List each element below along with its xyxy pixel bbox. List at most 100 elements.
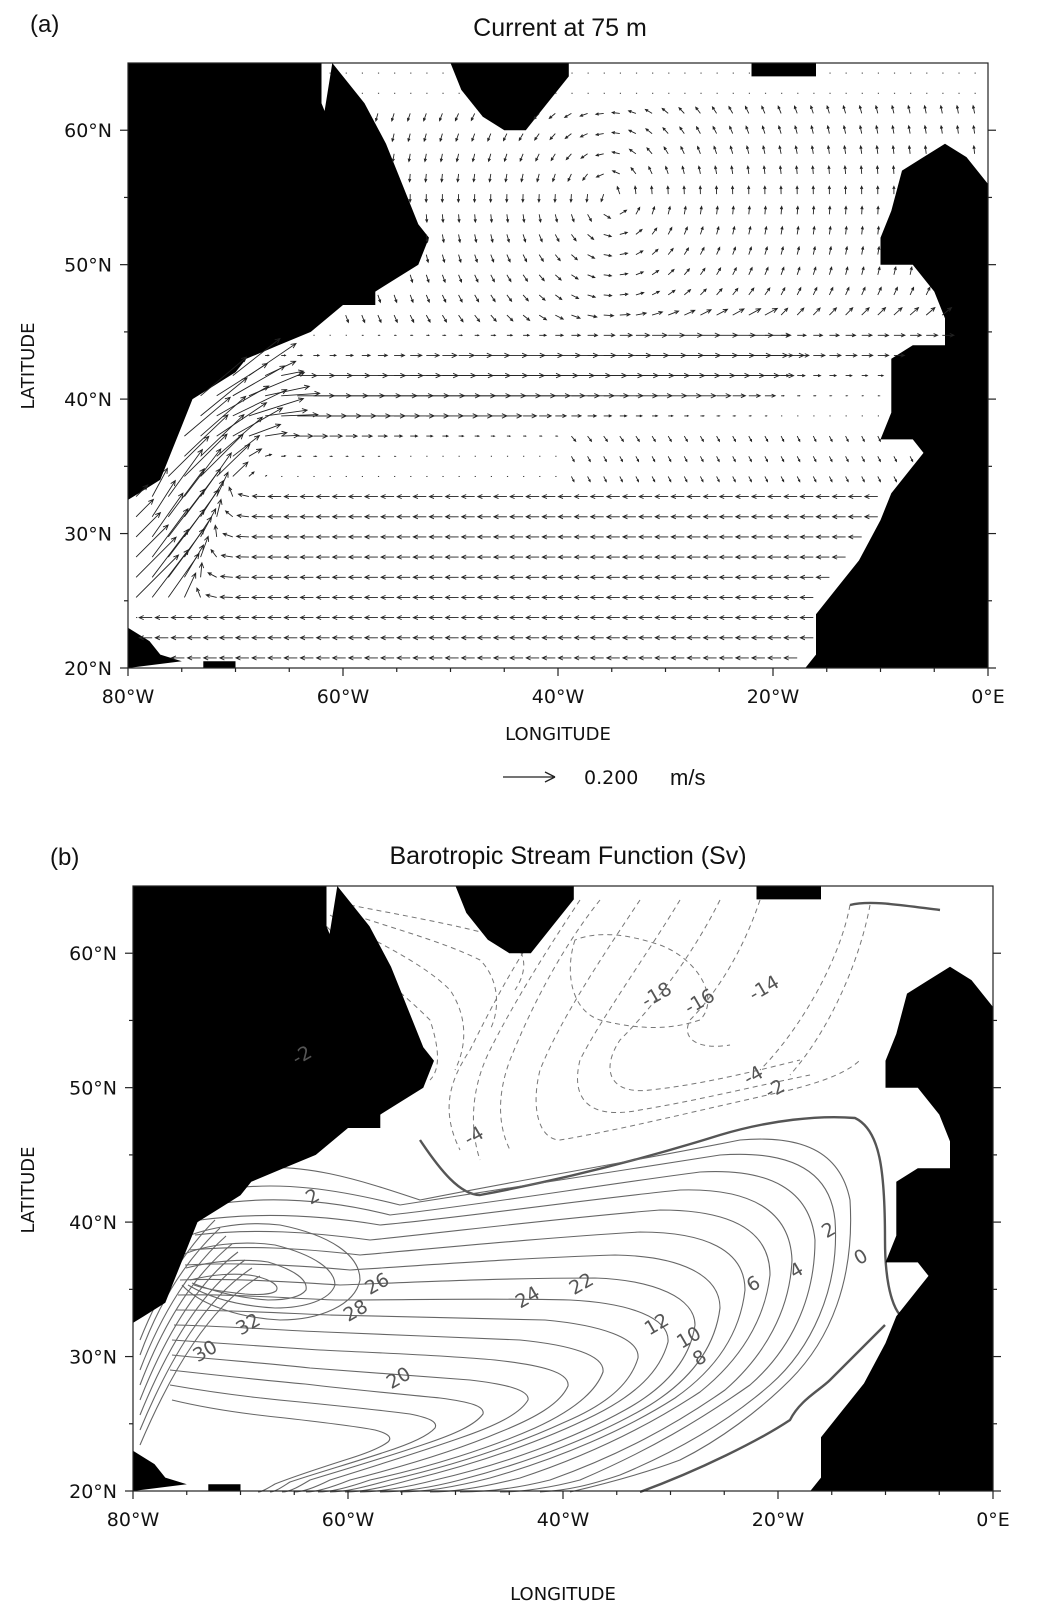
- current-vector: [662, 126, 669, 134]
- current-vector: [442, 434, 450, 438]
- current-vector: [587, 414, 598, 418]
- current-vector: [764, 476, 768, 483]
- current-vector: [796, 435, 801, 443]
- current-vector: [377, 314, 382, 324]
- current-vector: [732, 476, 736, 483]
- current-vector: [460, 594, 475, 600]
- current-vector: [764, 266, 769, 275]
- current-vector: [907, 104, 911, 114]
- contour-label: -4: [460, 1122, 487, 1151]
- current-vector: [390, 113, 395, 122]
- current-vector: [645, 128, 653, 134]
- current-vector: [472, 194, 477, 204]
- current-vector: [700, 414, 705, 417]
- current-vector: [380, 534, 395, 540]
- current-vector: [522, 254, 528, 263]
- current-vector: [603, 414, 613, 418]
- contour-line: [179, 1277, 696, 1493]
- contour-line: [139, 1243, 233, 1386]
- current-vector: [893, 266, 897, 275]
- current-vector: [410, 334, 414, 337]
- current-vector: [750, 615, 765, 621]
- current-vector: [783, 635, 798, 641]
- current-vector: [826, 144, 831, 154]
- current-vector: [783, 574, 798, 580]
- current-vector: [458, 254, 462, 264]
- y-tick-label: 40°N: [69, 1212, 117, 1234]
- current-vector: [523, 435, 527, 437]
- current-vector: [525, 514, 540, 520]
- current-vector: [815, 554, 830, 560]
- panel-a-current-vectors: [135, 72, 976, 661]
- current-vector: [603, 253, 613, 258]
- current-vector: [892, 185, 896, 195]
- current-vector: [557, 514, 572, 520]
- current-vector: [428, 655, 443, 661]
- current-vector: [796, 286, 802, 296]
- current-vector: [729, 125, 734, 134]
- current-vector: [474, 334, 480, 337]
- current-vector: [702, 655, 717, 661]
- current-vector: [891, 124, 895, 134]
- current-vector: [522, 274, 529, 282]
- current-vector: [638, 635, 653, 641]
- current-vector: [492, 615, 507, 621]
- current-vector: [680, 145, 685, 154]
- subtropical-gyre-contours: [139, 1138, 852, 1493]
- current-vector: [909, 266, 913, 275]
- current-vector: [460, 574, 475, 580]
- current-vector: [492, 554, 507, 560]
- current-vector: [428, 574, 443, 580]
- current-vector: [248, 371, 306, 397]
- current-vector: [425, 234, 429, 244]
- current-vector: [827, 185, 832, 195]
- x-tick-label: 0°E: [976, 1509, 1010, 1531]
- current-vector: [651, 205, 656, 215]
- x-tick-label: 80°W: [107, 1509, 160, 1531]
- current-vector: [487, 133, 492, 142]
- current-vector: [638, 554, 653, 560]
- contour-line: [139, 1267, 253, 1431]
- current-vector: [251, 514, 266, 520]
- current-vector: [331, 635, 346, 641]
- current-vector: [297, 433, 314, 439]
- current-vector: [518, 133, 524, 142]
- current-vector: [861, 374, 869, 377]
- current-vector: [844, 205, 848, 215]
- current-vector: [555, 435, 559, 437]
- current-vector: [767, 594, 782, 600]
- current-vector: [732, 393, 747, 399]
- current-vector: [812, 205, 816, 215]
- current-vector: [474, 274, 479, 283]
- current-vector: [589, 635, 604, 641]
- current-vector: [748, 415, 753, 417]
- current-vector: [329, 353, 338, 357]
- current-vector: [718, 554, 733, 560]
- current-vector: [522, 234, 527, 243]
- current-vector: [663, 146, 669, 155]
- current-vector: [718, 494, 733, 500]
- current-vector: [619, 332, 634, 338]
- current-vector: [718, 594, 733, 600]
- current-vector: [488, 173, 492, 183]
- current-vector: [563, 113, 572, 118]
- current-vector: [891, 164, 896, 174]
- current-vector: [331, 615, 346, 621]
- current-vector: [476, 594, 491, 600]
- current-vector: [783, 554, 798, 560]
- current-vector: [438, 113, 443, 122]
- current-vector: [460, 554, 475, 560]
- current-vector: [842, 124, 847, 134]
- current-vector: [460, 514, 475, 520]
- current-vector: [313, 433, 329, 439]
- current-vector: [812, 286, 818, 296]
- current-vector: [525, 494, 540, 500]
- current-vector: [697, 165, 701, 174]
- contour-line: [139, 1235, 227, 1371]
- current-vector: [619, 252, 629, 256]
- current-vector: [313, 455, 318, 458]
- current-vector: [579, 112, 588, 117]
- current-vector: [363, 514, 378, 520]
- current-vector: [891, 104, 895, 114]
